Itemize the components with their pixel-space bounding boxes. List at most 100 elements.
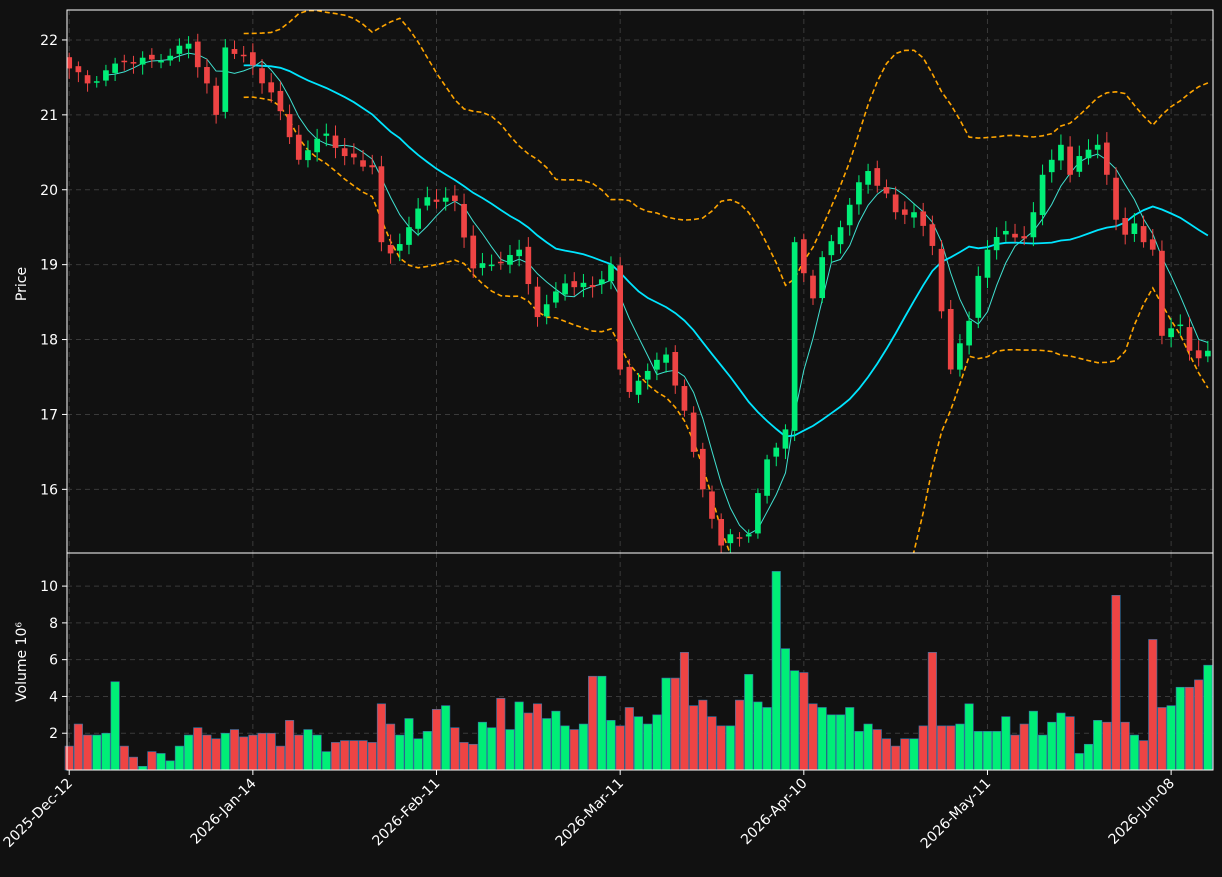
candle-body [1195,350,1202,359]
candle-body [213,85,219,115]
candle-body [791,242,798,431]
candle-body [176,45,183,54]
volume-bar [477,721,487,771]
bollinger-upper-line [243,10,1209,287]
candle-body [93,81,100,83]
volume-bar [138,766,148,771]
candle-body [663,354,669,363]
candle-body [553,291,559,303]
volume-bar [496,697,506,771]
volume-bar [1194,679,1204,771]
candle-body [250,52,256,66]
volume-bar [1166,705,1176,771]
candle-body [525,246,532,285]
price-ytick-label: 22 [40,33,58,49]
candle-body [800,239,807,274]
volume-bar [707,716,717,771]
volume-bar [1065,716,1075,771]
volume-bar [918,725,928,771]
volume-bar [799,672,809,771]
sma-slow-line [243,64,1209,438]
volume-bar [266,732,276,771]
volume-bar [863,723,873,771]
candle-body [543,304,550,317]
candle-body [562,283,568,295]
candle-body [1039,174,1046,216]
volume-bar [725,725,735,771]
volume-bar [1028,710,1038,771]
volume-bar [1157,707,1167,771]
candle-body [295,134,302,160]
candle-body [1085,149,1092,159]
price-ytick-label: 17 [40,407,58,423]
candle-body [470,235,477,269]
candle-body [194,41,201,68]
volume-bar [523,712,533,771]
volume-bar [854,731,864,771]
volume-bar [973,731,983,771]
candle-body [718,519,725,546]
candle-body [185,43,192,49]
candle-body [571,281,578,288]
candle-body [433,199,440,202]
volume-bar [872,729,882,771]
volume-bar [982,731,992,771]
volume-bar [744,674,754,771]
candle-body [764,459,770,496]
candle-body [1058,144,1064,161]
volume-bar [275,745,285,771]
volume-bar [661,677,671,771]
candle-body [1149,239,1156,250]
candle-body [112,63,118,73]
volume-bar [450,727,460,771]
price-ytick-label: 16 [40,482,58,498]
candle-body [975,275,982,318]
volume-bar [624,707,634,771]
volume-bar [1139,740,1149,771]
candle-body [360,160,366,167]
volume-bar [487,727,497,771]
volume-ytick-label: 2 [49,726,58,742]
candle-body [957,343,963,370]
volume-bar [358,740,368,771]
volume-bar [1083,743,1094,771]
volume-axis-label: Volume 10⁶ [14,622,30,702]
volume-bar [551,710,561,771]
volume-bar [1184,686,1195,771]
candle-body [993,236,1000,251]
candle-body [268,82,275,93]
volume-bar [73,723,83,771]
candle-body [1131,223,1138,234]
volume-bar [937,725,947,771]
volume-bar [294,734,304,771]
candle-body [167,55,174,61]
volume-bar [1203,664,1213,771]
volume-bar [404,718,414,771]
candle-body [1186,327,1193,351]
candle-body [323,133,330,136]
volume-bar [330,742,341,771]
volume-ytick-label: 4 [49,689,58,705]
volume-bar [753,701,763,771]
candle-body [966,320,972,346]
candle-body [626,366,633,392]
candle-body [1076,156,1083,172]
candle-body [1094,144,1101,150]
volume-bar [698,699,708,771]
candle-body [84,75,91,84]
volume-bar [349,740,359,771]
volume-bar [588,675,598,771]
volume-bar [119,745,129,771]
candle-body [314,138,320,153]
candle-body [755,493,761,534]
volume-bar [808,703,818,771]
volume-bar [762,707,772,771]
candle-body [1205,350,1211,357]
volume-bar [679,652,689,771]
volume-bar [367,742,377,771]
volume-bar [174,745,184,771]
candle-body [938,248,945,312]
volume-bar [128,756,139,771]
volume-bar [817,707,827,771]
volume-bar [615,725,625,771]
